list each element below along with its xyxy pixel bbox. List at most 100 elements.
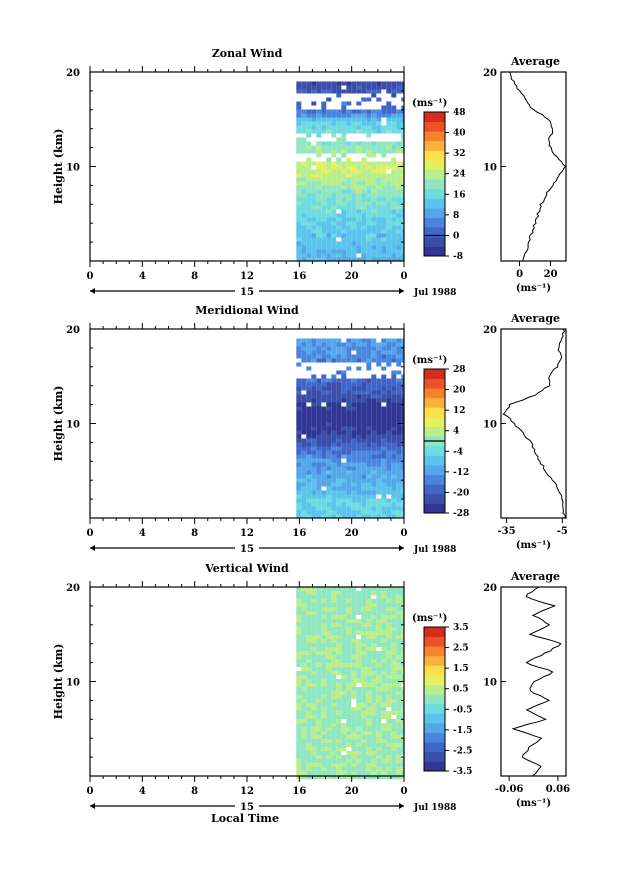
heatmap-cell [361, 241, 367, 246]
heatmap-cell [351, 486, 357, 491]
heatmap-cell [316, 514, 322, 519]
colorbar-tick-label: 1.5 [453, 664, 469, 674]
heatmap-cell [316, 711, 322, 715]
heatmap-cell [326, 462, 332, 467]
heatmap-cell [326, 414, 332, 419]
heatmap-cell [341, 233, 347, 238]
heatmap-cell [306, 197, 312, 202]
heatmap-cell [316, 149, 322, 154]
heatmap-cell [306, 193, 312, 198]
heatmap-cell [311, 599, 317, 603]
heatmap-cell [391, 185, 397, 190]
heatmap-cell [396, 707, 402, 711]
heatmap-cell [311, 514, 317, 519]
heatmap-cell [386, 639, 392, 643]
heatmap-cell [296, 161, 302, 166]
heatmap-cell [336, 426, 342, 431]
heatmap-cell [396, 743, 402, 747]
heatmap-cell [376, 759, 382, 763]
heatmap-cell [301, 217, 307, 222]
heatmap-cell [301, 430, 307, 435]
heatmap-cell [321, 595, 327, 599]
heatmap-cell [361, 213, 367, 218]
heatmap-cell [361, 197, 367, 202]
colorbar-tick-label: 16 [453, 190, 466, 200]
day-label: 15 [240, 287, 254, 298]
heatmap-cell [361, 97, 367, 102]
heatmap-cell [376, 675, 382, 679]
heatmap-cell [331, 390, 337, 395]
heatmap-cell [361, 587, 367, 591]
heatmap-cell [381, 715, 387, 719]
heatmap-cell [306, 426, 312, 431]
heatmap-cell [356, 177, 362, 182]
heatmap-cell [391, 490, 397, 495]
heatmap-cell [356, 494, 362, 499]
heatmap-cell [326, 731, 332, 735]
heatmap-cell [336, 422, 342, 427]
heatmap-cell [401, 241, 404, 246]
heatmap-cell [361, 173, 367, 178]
heatmap-cell [391, 438, 397, 443]
heatmap-cell [371, 683, 377, 687]
heatmap-cells [296, 81, 404, 262]
heatmap-cell [386, 105, 392, 110]
heatmap-cell [336, 249, 342, 254]
heatmap-cell [331, 506, 337, 511]
heatmap-cell [386, 398, 392, 403]
heatmap-cell [321, 117, 327, 122]
heatmap-cell [331, 209, 337, 214]
heatmap-cell [296, 623, 302, 627]
heatmap-cell [401, 687, 404, 691]
heatmap-cell [381, 201, 387, 206]
heatmap-cell [351, 117, 357, 122]
heatmap-cell [311, 374, 317, 379]
heatmap-cell [371, 249, 377, 254]
heatmap-cell [306, 510, 312, 515]
heatmap-cell [326, 623, 332, 627]
heatmap-cell [361, 342, 367, 347]
heatmap-cell [386, 121, 392, 126]
heatmap-cell [346, 201, 352, 206]
heatmap-cell [371, 374, 377, 379]
heatmap-cell [381, 193, 387, 198]
heatmap-cell [301, 346, 307, 351]
heatmap-cell [356, 342, 362, 347]
heatmap-cell [301, 711, 307, 715]
heatmap-cell [401, 470, 404, 475]
profile-y-tick-label: 20 [483, 583, 497, 594]
heatmap-cell [401, 426, 404, 431]
heatmap-cell [401, 486, 404, 491]
heatmap-cell [391, 767, 397, 771]
y-axis-label: Height (km) [52, 129, 65, 205]
heatmap-cell [376, 619, 382, 623]
heatmap-cell [331, 655, 337, 659]
heatmap-cell [366, 129, 372, 134]
colorbar-band [424, 188, 445, 199]
heatmap-cell [366, 715, 372, 719]
heatmap-cell [311, 767, 317, 771]
heatmap-cell [336, 506, 342, 511]
heatmap-cell [311, 402, 317, 407]
heatmap-cell [381, 679, 387, 683]
heatmap-cell [321, 703, 327, 707]
heatmap-cell [396, 229, 402, 234]
heatmap-cell [321, 771, 327, 775]
heatmap-cell [346, 125, 352, 130]
heatmap-cell [306, 755, 312, 759]
heatmap-cell [391, 462, 397, 467]
heatmap-cell [386, 747, 392, 751]
date-label: Jul 1988 [413, 545, 456, 555]
heatmap-cell [326, 342, 332, 347]
heatmap-cell [331, 615, 337, 619]
heatmap-cell [296, 767, 302, 771]
heatmap-cell [391, 165, 397, 170]
heatmap-cell [301, 169, 307, 174]
heatmap-cell [311, 486, 317, 491]
heatmap-cell [331, 237, 337, 242]
heatmap-cell [331, 474, 337, 479]
heatmap-cell [296, 390, 302, 395]
heatmap-cell [371, 237, 377, 242]
heatmap-cell [356, 229, 362, 234]
heatmap-cell [376, 430, 382, 435]
